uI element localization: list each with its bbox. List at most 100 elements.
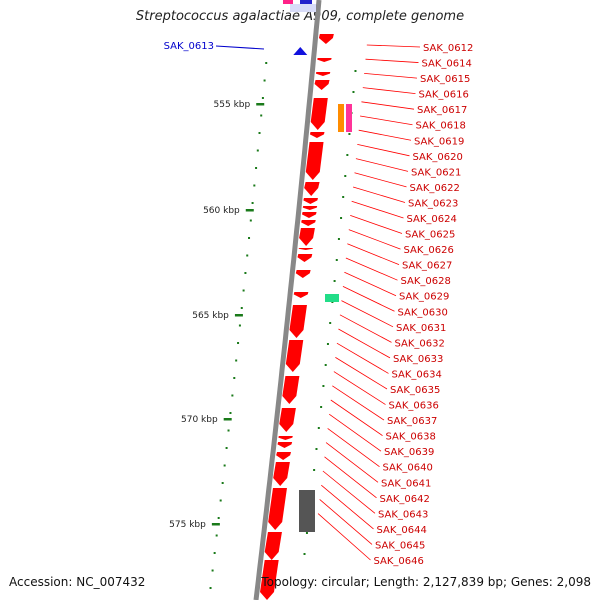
gene-leader-line bbox=[362, 87, 416, 95]
gene-leader-line bbox=[345, 257, 398, 281]
gene-label: SAK_0646 bbox=[374, 556, 424, 567]
gene-leader-line bbox=[325, 442, 379, 483]
outer-dot bbox=[348, 133, 351, 135]
minor-tick bbox=[246, 254, 249, 257]
outer-dot bbox=[315, 448, 318, 450]
gene-leader-line bbox=[344, 271, 397, 297]
gene-arrow bbox=[315, 72, 331, 76]
gene-leader-line bbox=[333, 371, 386, 405]
gene-label: SAK_0644 bbox=[377, 525, 427, 536]
major-tick bbox=[245, 209, 254, 212]
minor-tick bbox=[209, 587, 212, 589]
gene-label: SAK_0628 bbox=[401, 276, 451, 287]
gene-label: SAK_0624 bbox=[407, 214, 457, 225]
gene-leader-line bbox=[319, 499, 373, 545]
pink-gene bbox=[346, 104, 352, 132]
minor-tick bbox=[256, 149, 259, 152]
gene-leader-line bbox=[330, 399, 383, 436]
scale-label: 565 kbp bbox=[192, 311, 229, 321]
gene-leader-line bbox=[328, 413, 382, 452]
gene-label: SAK_0630 bbox=[398, 307, 448, 318]
minor-tick bbox=[229, 412, 232, 414]
minor-tick bbox=[238, 324, 241, 327]
gene-label: SAK_0639 bbox=[384, 447, 434, 458]
gene-leader-line bbox=[351, 200, 404, 219]
minor-tick bbox=[227, 429, 230, 432]
top-marker bbox=[283, 0, 293, 4]
blue-gene-leader bbox=[215, 45, 265, 50]
gene-leader-line bbox=[358, 129, 412, 141]
gene-arrow bbox=[318, 34, 334, 44]
minor-tick bbox=[213, 552, 216, 554]
gene-label: SAK_0633 bbox=[393, 354, 443, 365]
gene-arrow bbox=[302, 206, 318, 210]
minor-tick bbox=[237, 342, 240, 344]
gene-leader-line bbox=[339, 314, 392, 343]
gene-label: SAK_0641 bbox=[381, 478, 431, 489]
gene-label: SAK_0622 bbox=[410, 183, 460, 194]
scale-label: 555 kbp bbox=[214, 100, 251, 110]
gene-arrow bbox=[304, 182, 320, 196]
outer-dot bbox=[317, 427, 320, 429]
gene-leader-line bbox=[361, 101, 415, 110]
gene-arrow bbox=[317, 58, 332, 62]
gene-leader-line bbox=[342, 286, 395, 312]
gene-leader-line bbox=[324, 456, 377, 499]
gene-label: SAK_0619 bbox=[414, 136, 464, 147]
minor-tick bbox=[248, 237, 251, 239]
gene-leader-line bbox=[332, 385, 385, 421]
minor-tick bbox=[265, 62, 268, 64]
minor-tick bbox=[261, 97, 264, 99]
gene-arrow bbox=[279, 408, 296, 432]
minor-tick bbox=[249, 219, 252, 222]
minor-tick bbox=[219, 499, 222, 502]
gene-label: SAK_0616 bbox=[419, 90, 469, 101]
gene-arrow bbox=[301, 220, 316, 226]
outer-dot bbox=[352, 91, 355, 93]
gene-arrow bbox=[268, 488, 287, 530]
gene-label: SAK_0614 bbox=[422, 59, 472, 70]
orange-gene bbox=[338, 104, 344, 132]
minor-tick bbox=[211, 569, 214, 572]
gene-label: SAK_0642 bbox=[380, 494, 430, 505]
gene-leader-line bbox=[354, 172, 407, 188]
outer-dot bbox=[322, 385, 325, 387]
gene-leader-line bbox=[336, 342, 389, 374]
gene-label: SAK_0638 bbox=[386, 432, 436, 443]
gene-label: SAK_0625 bbox=[405, 230, 455, 241]
major-tick bbox=[211, 523, 220, 526]
outer-dot bbox=[344, 175, 347, 177]
gene-label: SAK_0618 bbox=[416, 121, 466, 132]
minor-tick bbox=[240, 307, 243, 309]
outer-dot bbox=[333, 280, 336, 282]
gene-arrow bbox=[309, 132, 325, 138]
major-tick bbox=[223, 418, 232, 421]
gene-leader-line bbox=[317, 513, 371, 561]
outer-dot bbox=[354, 70, 357, 72]
minor-tick bbox=[260, 114, 263, 117]
gene-leader-line bbox=[364, 73, 418, 79]
gene-leader-line bbox=[335, 357, 388, 390]
gene-leader-line bbox=[322, 470, 376, 514]
outer-dot bbox=[305, 532, 308, 534]
gene-label: SAK_0626 bbox=[404, 245, 454, 256]
outer-dot bbox=[342, 196, 345, 198]
gene-label: SAK_0617 bbox=[417, 105, 467, 116]
gene-arrow bbox=[310, 98, 328, 130]
gene-arrow bbox=[298, 248, 313, 250]
minor-tick bbox=[258, 132, 261, 134]
minor-tick bbox=[225, 447, 228, 449]
backbone-arc bbox=[253, 0, 322, 600]
gene-label: SAK_0640 bbox=[383, 463, 433, 474]
gene-arrow bbox=[299, 228, 315, 246]
gene-label: SAK_0615 bbox=[420, 74, 470, 85]
gene-leader-line bbox=[352, 186, 406, 203]
gene-leader-line bbox=[366, 44, 421, 48]
top-marker bbox=[300, 0, 312, 4]
gene-leader-line bbox=[338, 328, 391, 359]
accession-text: Accession: NC_007432 bbox=[9, 575, 146, 589]
outer-dot bbox=[346, 154, 349, 156]
minor-tick bbox=[253, 184, 256, 187]
minor-tick bbox=[231, 394, 234, 397]
